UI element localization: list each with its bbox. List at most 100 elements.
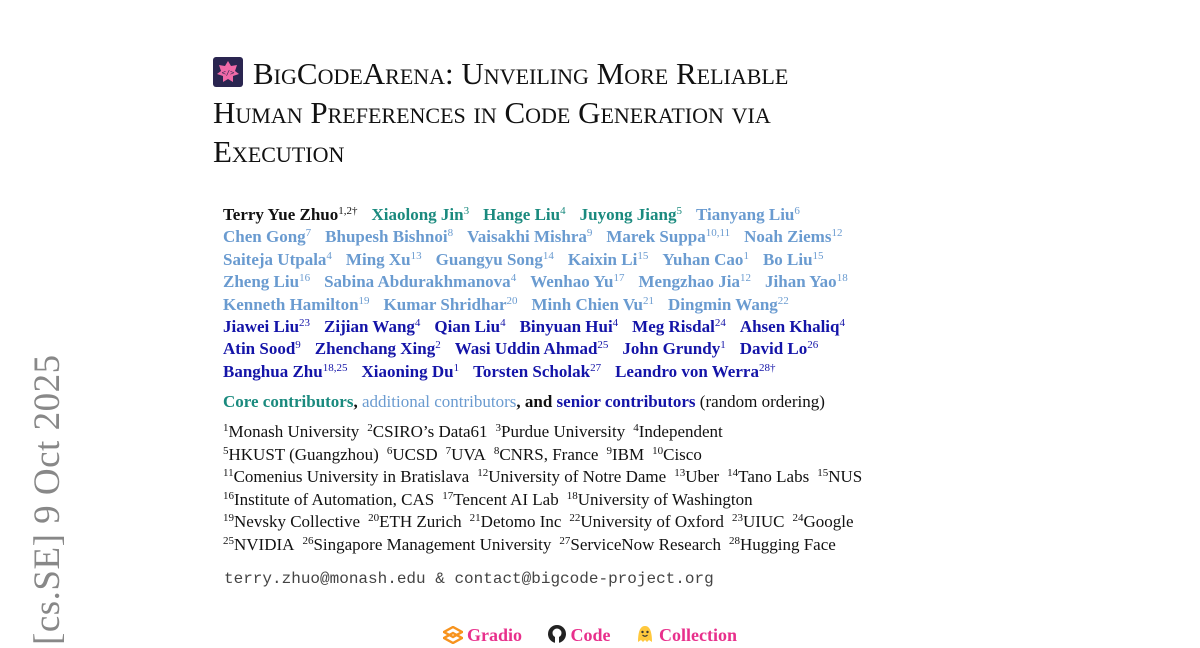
svg-text:</>: </> xyxy=(222,69,235,77)
author: Zhenchang Xing2 xyxy=(315,339,441,358)
author: Marek Suppa10,11 xyxy=(606,227,730,246)
author-name: Xiaolong Jin xyxy=(371,205,464,224)
affiliation: 9IBM xyxy=(606,445,644,464)
author: Chen Gong7 xyxy=(223,227,311,246)
affiliation: 15NUS xyxy=(817,467,862,486)
author-name: Kenneth Hamilton xyxy=(223,294,359,314)
author-name: Tianyang Liu xyxy=(695,205,795,224)
senior-contributors-label: senior contributors xyxy=(556,392,696,411)
author: Meg Risdal24 xyxy=(632,317,726,336)
author-name: Dingmin Wang xyxy=(668,294,778,314)
author-affiliation-marker: 12 xyxy=(831,227,843,240)
contact-email[interactable]: terry.zhuo@monash.edu & contact@bigcode-… xyxy=(224,570,714,588)
author-line: Saiteja Utpala4 Ming Xu13 Guangyu Song14 Ka… xyxy=(223,249,862,271)
affiliation-number: 3 xyxy=(495,422,502,434)
code-link[interactable]: Code xyxy=(547,625,611,645)
arxiv-stamp: [cs.SE] 9 Oct 2025 xyxy=(27,354,68,645)
affiliation-name: UCSD xyxy=(392,444,438,464)
author-name: Juyong Jiang xyxy=(579,205,677,224)
affiliation-number: 28 xyxy=(728,534,740,547)
affiliation-line: 19Nevsky Collective 20ETH Zurich 21Detomo … xyxy=(223,511,870,534)
affiliation-name: Uber xyxy=(685,467,720,486)
author: Zheng Liu16 xyxy=(223,272,310,291)
affiliation: 3Purdue University xyxy=(496,422,626,441)
affiliation-line: 11Comenius University in Bratislava 12Uni… xyxy=(223,466,870,489)
collection-link[interactable]: Collection xyxy=(635,625,737,645)
affiliation-number: 26 xyxy=(302,534,314,547)
affiliation-number: 17 xyxy=(442,489,454,502)
author-name: Wenhao Yu xyxy=(530,272,614,292)
author-name: Saiteja Utpala xyxy=(223,249,327,269)
author-line: Banghua Zhu18,25 Xiaoning Du1 Torsten Scho… xyxy=(223,361,862,383)
legend-separator: , and xyxy=(516,392,557,411)
author: Bhupesh Bishnoi8 xyxy=(325,227,453,246)
author: Terry Yue Zhuo1,2† xyxy=(223,205,358,224)
author-name: Ahsen Khaliq xyxy=(739,317,840,337)
author-affiliation-marker: 28† xyxy=(758,361,776,374)
affiliation-name: Tano Labs xyxy=(738,467,810,486)
affiliation-name: Detomo Inc xyxy=(480,512,562,531)
affiliation-name: Independent xyxy=(638,422,723,441)
hugging-face-icon xyxy=(638,626,653,642)
author: Xiaoning Du1 xyxy=(361,362,459,381)
affiliation: 1Monash University xyxy=(223,422,359,441)
author-name: Meg Risdal xyxy=(632,317,715,337)
affiliation-number: 25 xyxy=(223,534,234,547)
affiliation: 13Uber xyxy=(674,467,719,486)
title-line-2: Human Preferences in Code Generation via xyxy=(213,95,771,130)
affiliation: 18University of Washington xyxy=(567,490,753,509)
gradio-link[interactable]: Gradio xyxy=(441,625,523,645)
author-affiliation-marker: 9 xyxy=(586,227,593,240)
author-name: Minh Chien Vu xyxy=(531,294,644,314)
legend-separator: , xyxy=(353,392,362,411)
author-name: Xiaoning Du xyxy=(361,361,454,381)
collection-link-label[interactable]: Collection xyxy=(659,625,738,645)
author-affiliation-marker: 4 xyxy=(326,249,332,262)
affiliation-name: University of Oxford xyxy=(580,512,724,531)
author-affiliation-marker: 4 xyxy=(560,205,566,217)
author-name: Sabina Abdurakhmanova xyxy=(324,272,511,292)
author: Kaixin Li15 xyxy=(568,250,648,269)
author-name: Guangyu Song xyxy=(435,249,543,269)
author: Saiteja Utpala4 xyxy=(223,250,332,269)
affiliation-line: 25NVIDIA 26Singapore Management Universit… xyxy=(223,534,870,557)
author-name: Wasi Uddin Ahmad xyxy=(454,339,598,359)
title-line-1: BigCodeArena: Unveiling More Reliable xyxy=(253,56,789,91)
affiliation-number: 10 xyxy=(652,444,664,457)
author-affiliation-marker: 25 xyxy=(597,339,609,352)
code-link-label[interactable]: Code xyxy=(570,625,611,645)
affiliation: 17Tencent AI Lab xyxy=(442,490,559,509)
affiliation: 10Cisco xyxy=(652,445,702,464)
gradio-link-label[interactable]: Gradio xyxy=(467,625,523,645)
affiliation-number: 12 xyxy=(477,467,489,479)
affiliation-name: Google xyxy=(803,512,854,531)
author-affiliation-marker: 18 xyxy=(836,272,848,285)
bigcodearena-logo-icon: </> xyxy=(213,57,243,87)
affiliation: 25NVIDIA xyxy=(223,535,294,554)
author-name: Jiawei Liu xyxy=(223,317,300,337)
author-affiliation-marker: 3 xyxy=(463,205,470,217)
affiliation-number: 8 xyxy=(493,444,500,457)
affiliation: 22University of Oxford xyxy=(569,512,724,531)
author-name: Chen Gong xyxy=(223,227,306,247)
affiliation-name: Hugging Face xyxy=(739,534,836,554)
author-name: Kaixin Li xyxy=(567,249,638,269)
additional-contributors-label: additional contributors xyxy=(361,392,517,411)
author-name: David Lo xyxy=(739,339,808,359)
author-affiliation-marker: 17 xyxy=(613,272,625,285)
author-name: Banghua Zhu xyxy=(223,361,323,381)
author: Kenneth Hamilton19 xyxy=(223,295,370,314)
author-line: Atin Sood9 Zhenchang Xing2 Wasi Uddin Ahma… xyxy=(223,338,862,360)
affiliation-name: Comenius University in Bratislava xyxy=(233,467,470,486)
author: Hange Liu4 xyxy=(483,205,566,224)
author: Guangyu Song14 xyxy=(436,250,554,269)
author-name: Kumar Shridhar xyxy=(383,294,507,314)
author-affiliation-marker: 2 xyxy=(435,339,441,352)
affiliation-number: 20 xyxy=(368,512,380,524)
affiliation-name: UVA xyxy=(451,444,486,464)
author: John Grundy1 xyxy=(622,339,725,358)
author-affiliation-marker: 20 xyxy=(506,294,518,307)
affiliation: 27ServiceNow Research xyxy=(559,535,721,554)
author-affiliation-marker: 4 xyxy=(414,317,421,330)
author-line: Terry Yue Zhuo1,2† Xiaolong Jin3 Hange Liu… xyxy=(223,204,862,226)
